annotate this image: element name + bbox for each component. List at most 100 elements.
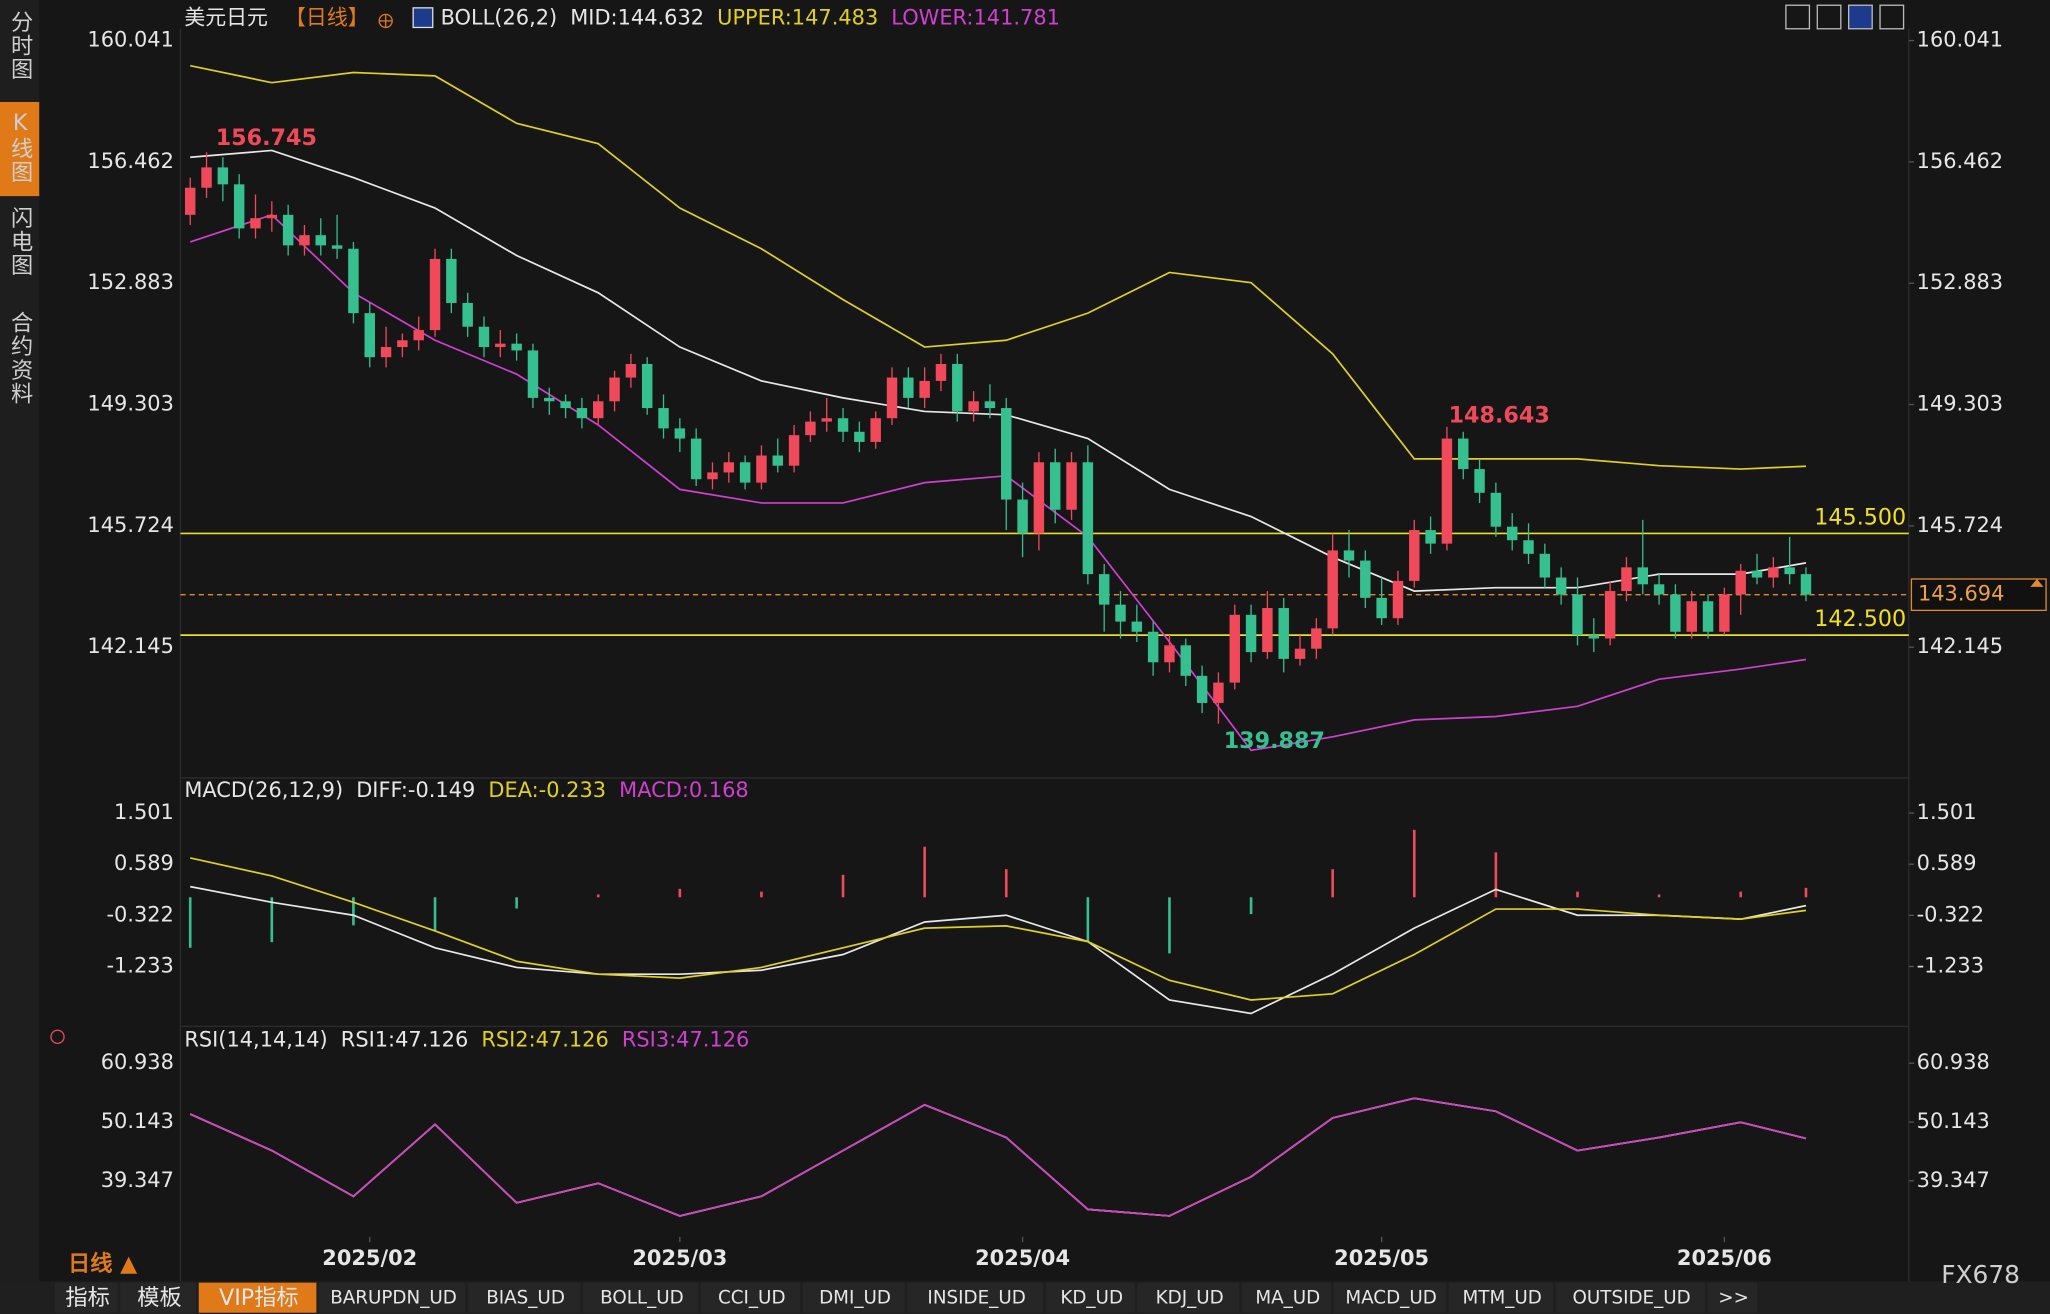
candle-body xyxy=(544,397,555,402)
sidebar-tab[interactable]: 闪电图 xyxy=(7,206,33,277)
tab-label[interactable]: BARUPDN_UD xyxy=(330,1287,457,1308)
tab[interactable] xyxy=(700,1282,801,1313)
tab-label[interactable]: MACD_UD xyxy=(1345,1287,1436,1308)
tab[interactable] xyxy=(1333,1282,1446,1313)
candle-body xyxy=(1686,601,1697,632)
y-tick-label-right: -1.233 xyxy=(1917,953,1984,977)
tab-label[interactable]: BOLL_UD xyxy=(600,1287,684,1308)
tab[interactable] xyxy=(1242,1282,1331,1313)
tool-icon[interactable] xyxy=(1848,4,1873,30)
x-tick-label: 2025/03 xyxy=(632,1246,727,1270)
y-tick-label-right: 142.145 xyxy=(1917,634,2003,658)
candle-body xyxy=(854,431,865,442)
tab-label[interactable]: BIAS_UD xyxy=(486,1287,565,1308)
last-price-box xyxy=(1910,578,2047,612)
x-tick-label: 2025/06 xyxy=(1677,1246,1772,1270)
candle-body xyxy=(968,401,979,412)
legend-entry: DEA:-0.233 xyxy=(488,778,606,802)
candle-body xyxy=(1392,580,1404,619)
tab[interactable] xyxy=(583,1282,699,1313)
candle-body xyxy=(1523,540,1534,554)
candle-body xyxy=(1229,614,1240,683)
candle-body xyxy=(478,326,490,348)
x-tick-label: 2025/04 xyxy=(975,1246,1070,1270)
y-tick-label-right: 152.883 xyxy=(1917,270,2003,294)
tab-label[interactable]: 模板 xyxy=(137,1285,181,1311)
tool-icon[interactable] xyxy=(1785,4,1811,30)
candle-body xyxy=(1001,408,1012,500)
tab[interactable] xyxy=(120,1282,197,1313)
y-tick-label-right: -0.322 xyxy=(1917,902,1984,926)
tab-label[interactable]: VIP指标 xyxy=(219,1285,299,1311)
candle-body xyxy=(1474,469,1485,493)
candle-body xyxy=(593,401,604,419)
y-tick-label: 149.303 xyxy=(87,392,173,416)
candle-body xyxy=(397,340,408,348)
indicator-label: RSI(14,14,14) xyxy=(184,1028,327,1052)
tab-label[interactable]: INSIDE_UD xyxy=(927,1287,1025,1308)
candle-body xyxy=(511,343,522,351)
x-tick-label: 2025/05 xyxy=(1334,1246,1429,1270)
candle-body xyxy=(1458,438,1469,470)
tab-label[interactable]: KD_UD xyxy=(1060,1287,1123,1308)
candle-body xyxy=(1441,438,1453,544)
tab[interactable] xyxy=(802,1282,905,1313)
candle-body xyxy=(495,343,506,348)
period-selector[interactable]: 日线 ▲ xyxy=(68,1250,138,1277)
candle-body xyxy=(413,330,424,341)
y-tick-label-right: 1.501 xyxy=(1917,800,1977,824)
sidebar-tab[interactable]: K线图 xyxy=(7,110,33,184)
legend-entry: RSI1:47.126 xyxy=(341,1028,468,1052)
indicator-icon[interactable] xyxy=(412,7,434,29)
legend-entry: UPPER:147.483 xyxy=(717,5,878,29)
candle-body xyxy=(805,421,816,436)
candle-body xyxy=(903,377,914,398)
candle-body xyxy=(1539,553,1551,578)
candle-body xyxy=(1784,567,1795,575)
tab[interactable] xyxy=(54,1282,118,1313)
candle-body xyxy=(429,258,441,331)
tab[interactable] xyxy=(1707,1282,1758,1313)
candle-body xyxy=(331,245,343,249)
candle-body xyxy=(282,214,294,246)
candle-body xyxy=(1343,550,1355,561)
indicator-line xyxy=(190,885,1807,1015)
tab-label[interactable]: CCI_UD xyxy=(718,1287,786,1308)
candle-body xyxy=(1653,584,1665,595)
candle-body xyxy=(1719,594,1730,632)
tab-label[interactable]: DMI_UD xyxy=(819,1287,891,1308)
candle-body xyxy=(1164,645,1175,663)
last-price-label: 143.694 xyxy=(1918,582,2004,606)
tab[interactable] xyxy=(468,1282,581,1313)
tab[interactable] xyxy=(1137,1282,1240,1313)
sidebar-tab[interactable]: 分时图 xyxy=(7,10,33,81)
candle-body xyxy=(348,248,359,314)
sidebar-tab[interactable]: 合约资料 xyxy=(7,311,33,406)
candle-body xyxy=(1702,601,1714,632)
chart-title: 美元日元 xyxy=(184,5,268,29)
rsi-icon xyxy=(50,1029,65,1045)
indicator-line xyxy=(189,1097,1807,1217)
tool-icon[interactable] xyxy=(1879,4,1905,30)
tab-label[interactable]: OUTSIDE_UD xyxy=(1573,1287,1691,1308)
tab-label[interactable]: MA_UD xyxy=(1255,1287,1320,1308)
tool-icon[interactable] xyxy=(1816,4,1842,30)
candle-body xyxy=(364,313,375,358)
tab-label[interactable]: 指标 xyxy=(65,1285,109,1311)
tab[interactable] xyxy=(1448,1282,1554,1313)
tab[interactable] xyxy=(198,1282,317,1313)
tab[interactable] xyxy=(319,1282,466,1313)
candle-body xyxy=(1555,577,1567,595)
candle-body xyxy=(984,401,996,409)
tab-label[interactable]: >> xyxy=(1718,1287,1749,1308)
y-tick-label-right: 50.143 xyxy=(1917,1109,1990,1133)
tab[interactable] xyxy=(907,1282,1044,1313)
tab[interactable] xyxy=(1045,1282,1135,1313)
tab[interactable] xyxy=(1555,1282,1705,1313)
candle-body xyxy=(1098,574,1110,605)
tab-label[interactable]: KDJ_UD xyxy=(1156,1287,1224,1308)
candle-body xyxy=(674,428,686,439)
extreme-label: 139.887 xyxy=(1224,728,1325,754)
tab-label[interactable]: MTM_UD xyxy=(1463,1287,1542,1308)
